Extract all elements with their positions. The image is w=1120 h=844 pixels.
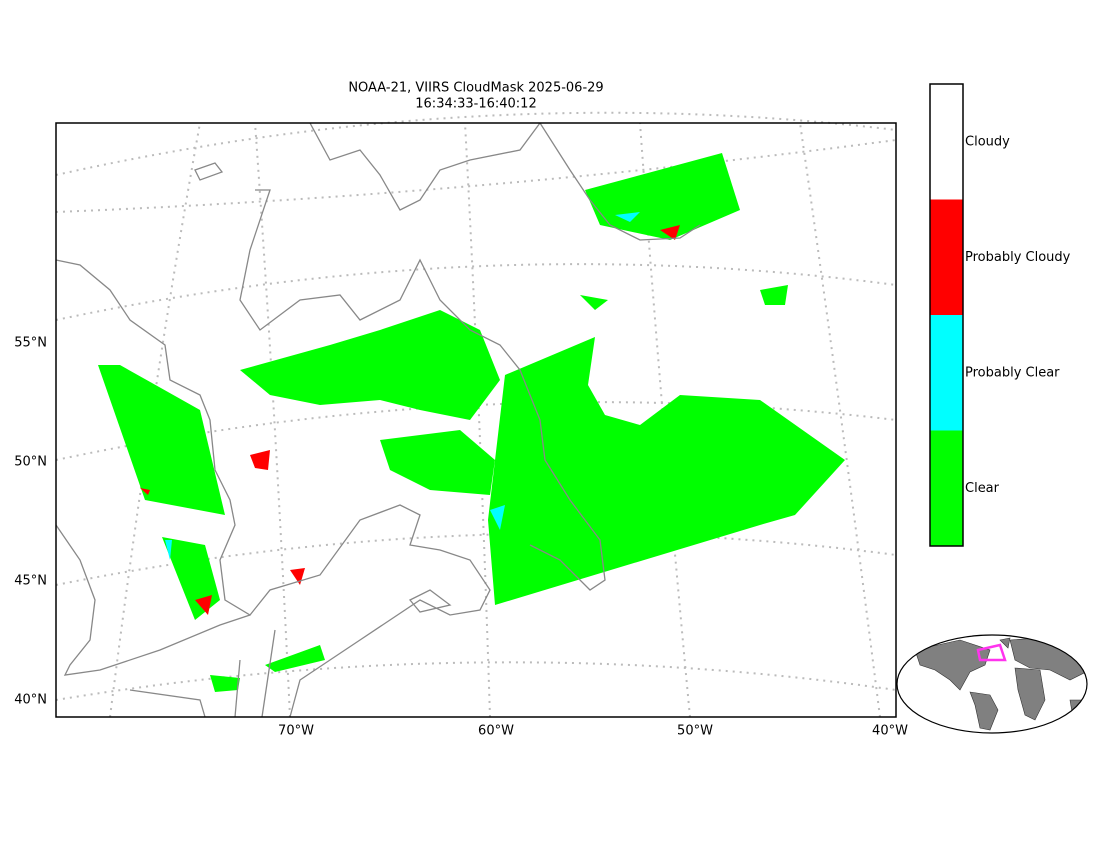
inset-swath-box — [976, 643, 1007, 662]
coastline — [55, 524, 251, 676]
lon-label: 60°W — [478, 724, 514, 739]
lon-label: 40°W — [872, 724, 908, 739]
coastline — [309, 122, 541, 211]
coastline — [129, 629, 276, 718]
lat-label: 50°N — [14, 455, 47, 470]
legend-frame — [929, 83, 964, 547]
coastline — [539, 122, 701, 241]
legend-swatch — [930, 315, 963, 431]
legend-label: Probably Cloudy — [965, 250, 1071, 265]
lat-label: 40°N — [14, 693, 47, 708]
coastline — [55, 259, 491, 718]
inset-globe — [896, 634, 1088, 734]
legend-label: Cloudy — [965, 134, 1010, 149]
legend-label: Probably Clear — [965, 365, 1060, 380]
legend-label: Clear — [965, 481, 1000, 496]
coastline — [239, 189, 606, 591]
grid-line — [254, 122, 291, 718]
coastline — [408, 589, 452, 613]
lat-label: 55°N — [14, 336, 47, 351]
grid-line — [55, 139, 897, 213]
legend-swatch — [930, 430, 963, 546]
lon-label: 70°W — [278, 724, 314, 739]
grid-line — [55, 111, 897, 176]
legend-swatch — [930, 199, 963, 315]
legend-swatch — [930, 84, 963, 200]
lat-labels: 55°N 50°N 45°N 40°N — [14, 336, 47, 708]
globe-outline — [896, 634, 1088, 734]
map-frame — [55, 122, 897, 718]
title-line: NOAA-21, VIIRS CloudMask 2025-06-29 — [348, 81, 603, 96]
lon-labels: 70°W 60°W 50°W 40°W — [278, 724, 908, 739]
grid-line — [55, 661, 897, 701]
grid-line — [464, 122, 491, 718]
map — [55, 111, 897, 718]
title: NOAA-21, VIIRS CloudMask 2025-06-2916:34… — [348, 81, 603, 112]
cloud-mask — [140, 225, 680, 615]
legend: Cloudy Probably Cloudy Probably Clear Clear — [929, 83, 1071, 547]
coastline — [194, 162, 224, 181]
title-line: 16:34:33-16:40:12 — [415, 97, 536, 112]
grid-line — [799, 122, 881, 718]
lon-label: 50°W — [677, 724, 713, 739]
cloud-mask — [165, 212, 640, 560]
lat-label: 45°N — [14, 574, 47, 589]
